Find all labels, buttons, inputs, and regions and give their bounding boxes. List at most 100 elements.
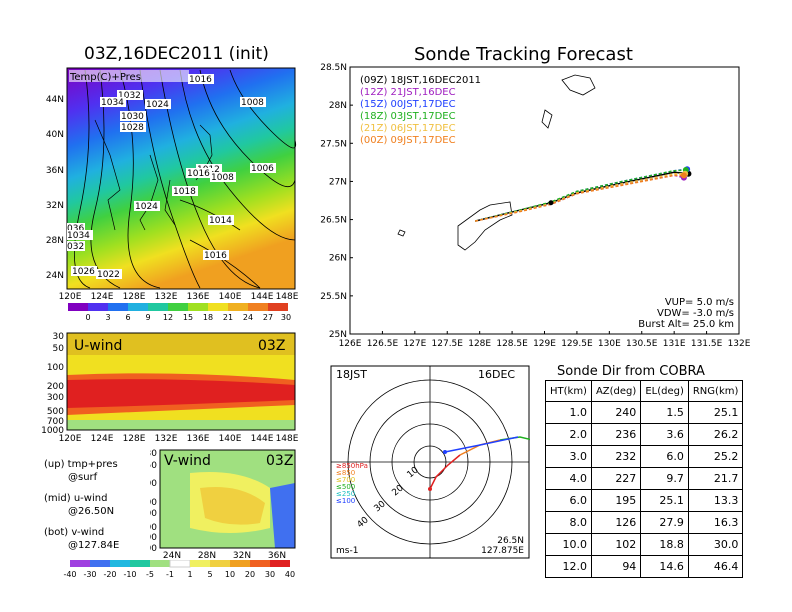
svg-text:1018: 1018 — [173, 187, 196, 197]
svg-text:32N: 32N — [233, 551, 251, 561]
svg-text:15: 15 — [183, 313, 193, 322]
svg-text:5: 5 — [207, 570, 212, 579]
svg-text:1034: 1034 — [67, 231, 90, 241]
svg-text:(00Z) 09JST,17DEC: (00Z) 09JST,17DEC — [360, 135, 456, 146]
svg-text:1016: 1016 — [187, 169, 210, 179]
svg-text:300: 300 — [47, 393, 64, 403]
svg-text:-5: -5 — [146, 570, 154, 579]
x-tick-label: 130E — [598, 339, 621, 349]
track-series-line — [474, 174, 684, 222]
temp-pres-map: Temp(C)+Pres 1016 1032 1034 1024 1030 10… — [46, 67, 299, 322]
svg-text:144E: 144E — [251, 292, 274, 302]
svg-text:(12Z) 21JST,16DEC: (12Z) 21JST,16DEC — [360, 87, 456, 98]
svg-text:124E: 124E — [91, 434, 114, 444]
svg-text:120E: 120E — [59, 434, 82, 444]
polar-unit: ms-1 — [336, 546, 358, 556]
svg-text:40N: 40N — [46, 130, 64, 140]
table-row: 1.0 240 1.5 25.1 — [545, 401, 744, 424]
svg-text:32N: 32N — [46, 201, 64, 211]
y-tick-label: 25.5N — [320, 292, 347, 302]
tracking-chart: 126E 126.5E 127E 127.5E 128E 128.5E 129E 129.5E… — [320, 63, 751, 349]
x-tick-label: 128E — [468, 339, 491, 349]
svg-text:128E: 128E — [123, 292, 146, 302]
svg-text:1000: 1000 — [150, 544, 157, 554]
svg-text:VDW= -3.0 m/s: VDW= -3.0 m/s — [657, 308, 734, 319]
svg-text:1028: 1028 — [121, 123, 144, 133]
svg-text:28N: 28N — [46, 236, 64, 246]
svg-text:(21Z) 06JST,17DEC: (21Z) 06JST,17DEC — [360, 123, 456, 134]
map-lat-labels: 44N 40N 36N 32N 28N 24N — [46, 95, 64, 281]
svg-text:136E: 136E — [187, 292, 210, 302]
svg-text:6: 6 — [125, 313, 130, 322]
x-tick-label: 132E — [728, 339, 751, 349]
x-tick-label: 128.5E — [496, 339, 528, 349]
svg-text:44N: 44N — [46, 95, 64, 105]
track-series-line — [474, 173, 686, 222]
svg-text:36N: 36N — [46, 166, 64, 176]
polar-rings — [331, 366, 529, 558]
svg-text:1022: 1022 — [97, 270, 120, 280]
map-lon-labels: 120E 124E 128E 132E 136E 140E 144E 148E — [59, 292, 299, 302]
map-isobar-labels: 1016 1032 1034 1024 1030 1028 1008 1006 … — [67, 74, 276, 280]
svg-text:1024: 1024 — [146, 100, 169, 110]
svg-text:0: 0 — [85, 313, 90, 322]
svg-text:1030: 1030 — [121, 112, 144, 122]
table-row: 8.0 126 27.9 16.3 — [545, 511, 744, 534]
svg-text:500: 500 — [47, 407, 64, 417]
svg-text:700: 700 — [47, 417, 64, 427]
svg-text:30: 30 — [53, 332, 65, 342]
track-endpoint — [680, 172, 687, 179]
svg-text:12: 12 — [163, 313, 173, 322]
svg-text:200: 200 — [47, 382, 64, 392]
svg-text:30: 30 — [281, 313, 291, 322]
svg-text:(09Z) 18JST,16DEC2011: (09Z) 18JST,16DEC2011 — [360, 75, 481, 86]
svg-text:≤850: ≤850 — [336, 469, 355, 477]
svg-text:120E: 120E — [59, 292, 82, 302]
x-tick-label: 129.5E — [561, 339, 593, 349]
x-tick-label: 127E — [403, 339, 426, 349]
sonde-dir-title: Sonde Dir from COBRA — [557, 364, 705, 379]
svg-text:Burst Alt= 25.0 km: Burst Alt= 25.0 km — [638, 319, 734, 330]
svg-text:27: 27 — [263, 313, 273, 322]
y-tick-label: 26N — [329, 254, 347, 264]
track-midpoint — [548, 200, 554, 206]
svg-text:24N: 24N — [163, 551, 181, 561]
svg-text:300: 300 — [150, 509, 157, 519]
vwind-p-labels: 30 50 100 200 300 500 700 1000 — [150, 449, 157, 554]
svg-text:28N: 28N — [198, 551, 216, 561]
svg-text:30: 30 — [150, 449, 157, 459]
table-row: 12.0 94 14.6 46.4 — [545, 555, 744, 578]
svg-text:1006: 1006 — [251, 164, 274, 174]
uwind-panel: U-wind 03Z 30 50 100 200 300 500 700 100… — [41, 332, 299, 444]
svg-text:200: 200 — [150, 498, 157, 508]
uwind-label: U-wind — [74, 338, 122, 354]
x-tick-label: 130.5E — [626, 339, 658, 349]
svg-text:100: 100 — [47, 363, 64, 373]
svg-text:(18Z) 03JST,17DEC: (18Z) 03JST,17DEC — [360, 111, 456, 122]
y-tick-label: 27N — [329, 177, 347, 187]
polar-time: 18JST — [336, 368, 367, 381]
svg-text:24: 24 — [243, 313, 253, 322]
svg-text:20: 20 — [245, 570, 255, 579]
svg-text:40: 40 — [285, 570, 295, 579]
svg-text:-20: -20 — [103, 570, 116, 579]
svg-text:148E: 148E — [276, 292, 299, 302]
y-tick-label: 28N — [329, 101, 347, 111]
svg-text:36N: 36N — [268, 551, 286, 561]
svg-text:24N: 24N — [46, 271, 64, 281]
svg-text:1014: 1014 — [209, 216, 232, 226]
map-label: Temp(C)+Pres — [69, 72, 141, 83]
table-row: 10.0 102 18.8 30.0 — [545, 533, 744, 556]
wind-colorbar-labels: -40 -30 -20 -10 -5 -1 1 5 10 20 30 40 — [63, 570, 295, 579]
svg-text:1026: 1026 — [72, 267, 95, 277]
tracking-params: VUP= 5.0 m/s VDW= -3.0 m/s Burst Alt= 25… — [638, 297, 734, 330]
svg-text:30: 30 — [265, 570, 275, 579]
uwind-time: 03Z — [258, 338, 285, 354]
svg-text:3: 3 — [105, 313, 110, 322]
svg-text:50: 50 — [150, 461, 157, 471]
y-tick-label: 28.5N — [320, 63, 347, 73]
svg-text:140E: 140E — [219, 292, 242, 302]
svg-text:1024: 1024 — [135, 202, 158, 212]
svg-text:036: 036 — [67, 224, 84, 234]
svg-text:032: 032 — [67, 242, 84, 252]
